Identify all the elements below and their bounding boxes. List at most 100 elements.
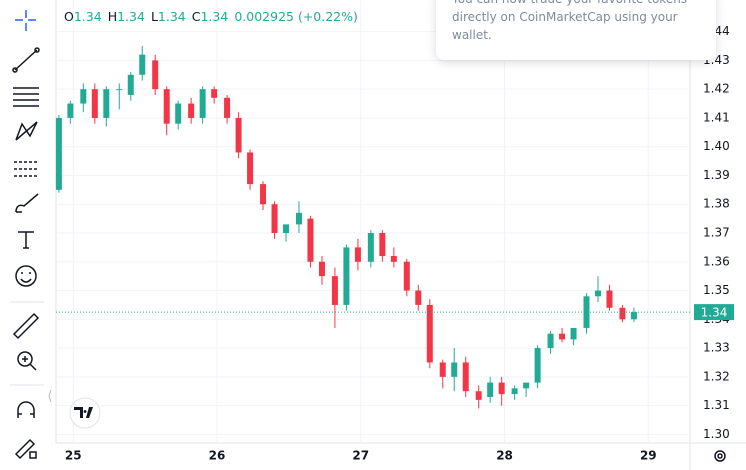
y-tick-label: 1.36 bbox=[703, 254, 730, 268]
candle-body bbox=[570, 327, 577, 340]
y-tick-label: 1.30 bbox=[703, 427, 730, 441]
candle-body bbox=[103, 89, 110, 118]
candle-body bbox=[67, 103, 74, 118]
popup-text: directly on CoinMarketCap using your bbox=[452, 10, 678, 24]
candle-body bbox=[283, 224, 290, 234]
candle-body bbox=[307, 218, 314, 262]
candle-body bbox=[235, 117, 242, 153]
fib-tool[interactable] bbox=[13, 87, 39, 107]
ohlc-value: 1.34 bbox=[74, 9, 102, 24]
candle-body bbox=[271, 204, 278, 234]
x-tick-label: 25 bbox=[65, 449, 82, 463]
projection-tool[interactable] bbox=[14, 161, 38, 177]
candle-body bbox=[511, 388, 518, 395]
candle-body bbox=[523, 382, 530, 389]
x-tick-label: 26 bbox=[209, 449, 226, 463]
candle-body bbox=[403, 261, 410, 291]
candle-body bbox=[152, 60, 159, 90]
trendline-tool[interactable] bbox=[12, 47, 40, 73]
candle-body bbox=[475, 391, 482, 400]
magnet-tool[interactable] bbox=[17, 401, 35, 418]
candle-body bbox=[247, 152, 254, 185]
toolbar bbox=[10, 10, 52, 460]
crosshair-tool[interactable] bbox=[15, 10, 36, 31]
popup: You can now trade your favorite tokens di… bbox=[436, 0, 716, 60]
collapse-toolbar[interactable] bbox=[48, 389, 52, 403]
tv-logo[interactable] bbox=[69, 397, 101, 429]
candle-body bbox=[295, 212, 302, 225]
zoom-tool[interactable] bbox=[17, 351, 37, 371]
candle-body bbox=[163, 89, 170, 124]
x-tick-label: 29 bbox=[640, 449, 657, 463]
y-tick-label: 1.41 bbox=[703, 110, 730, 124]
candle-body bbox=[367, 233, 374, 262]
ohlc-key: O bbox=[64, 9, 74, 24]
candle-body bbox=[534, 348, 541, 383]
candle-body bbox=[594, 290, 601, 297]
emoji-tool[interactable] bbox=[15, 265, 37, 287]
candle-body bbox=[583, 296, 590, 328]
y-tick-label: 1.32 bbox=[703, 369, 730, 383]
brush-tool[interactable] bbox=[15, 193, 39, 213]
candle-body bbox=[199, 89, 206, 118]
candle-body bbox=[390, 256, 397, 262]
plot bbox=[55, 0, 690, 443]
candle-body bbox=[318, 261, 325, 277]
ohlc-key: C bbox=[192, 9, 201, 24]
candle-body bbox=[354, 247, 361, 262]
y-tick-label: 1.35 bbox=[703, 283, 730, 297]
candle-body bbox=[559, 333, 566, 340]
candle-body bbox=[331, 276, 338, 305]
candle-body bbox=[630, 312, 637, 320]
candle-body bbox=[606, 290, 613, 308]
y-tick-label: 1.31 bbox=[703, 398, 730, 412]
last-price-tag bbox=[694, 304, 734, 321]
candle-body bbox=[343, 247, 350, 305]
text-tool[interactable] bbox=[18, 231, 34, 249]
candle-body bbox=[55, 117, 62, 190]
candle-body bbox=[211, 89, 218, 98]
candle-body bbox=[439, 362, 446, 377]
candle-body bbox=[462, 362, 469, 392]
ruler-tool[interactable] bbox=[12, 312, 40, 340]
last-price-label: 1.34 bbox=[701, 306, 728, 320]
candle-body bbox=[415, 290, 422, 305]
candle-body bbox=[91, 89, 98, 118]
candle-body bbox=[487, 382, 494, 397]
ohlc-legend: O1.34 H1.34 L1.34 C1.34 0.002925 (+0.22%) bbox=[64, 9, 358, 24]
popup-text: wallet. bbox=[452, 28, 492, 42]
candle-body bbox=[547, 333, 554, 349]
y-tick-label: 1.39 bbox=[703, 168, 730, 182]
change-value: 0.002925 (+0.22%) bbox=[234, 9, 358, 24]
candle-body bbox=[379, 233, 386, 257]
candle-body bbox=[451, 362, 458, 377]
ohlc-value: 1.34 bbox=[200, 9, 228, 24]
ohlc-key: H bbox=[108, 9, 117, 24]
ohlc-key: L bbox=[151, 9, 158, 24]
candle-body bbox=[224, 97, 231, 118]
pattern-tool[interactable] bbox=[15, 121, 38, 141]
candle-body bbox=[175, 103, 182, 124]
y-tick-label: 1.37 bbox=[703, 226, 730, 240]
candle-body bbox=[426, 304, 433, 363]
candle-body bbox=[127, 74, 134, 95]
settings-icon[interactable] bbox=[714, 450, 726, 462]
ohlc-value: 1.34 bbox=[117, 9, 145, 24]
draw-lock-tool[interactable] bbox=[14, 438, 37, 460]
popup-text: You can now trade your favorite tokens bbox=[452, 0, 700, 8]
axis-border bbox=[56, 0, 746, 470]
candle-body bbox=[498, 382, 505, 395]
y-tick-label: 1.33 bbox=[703, 341, 730, 355]
ohlc-value: 1.34 bbox=[158, 9, 186, 24]
candle-body bbox=[260, 184, 267, 205]
x-tick-label: 27 bbox=[352, 449, 369, 463]
header-legend: O1.34 H1.34 L1.34 C1.34 0.002925 (+0.22%) bbox=[64, 9, 358, 24]
y-tick-label: 1.40 bbox=[703, 139, 730, 153]
y-tick-label: 1.38 bbox=[703, 197, 730, 211]
candle-body bbox=[139, 54, 146, 75]
candle-body bbox=[80, 89, 87, 104]
x-tick-label: 28 bbox=[496, 449, 513, 463]
candle-body bbox=[619, 307, 626, 320]
